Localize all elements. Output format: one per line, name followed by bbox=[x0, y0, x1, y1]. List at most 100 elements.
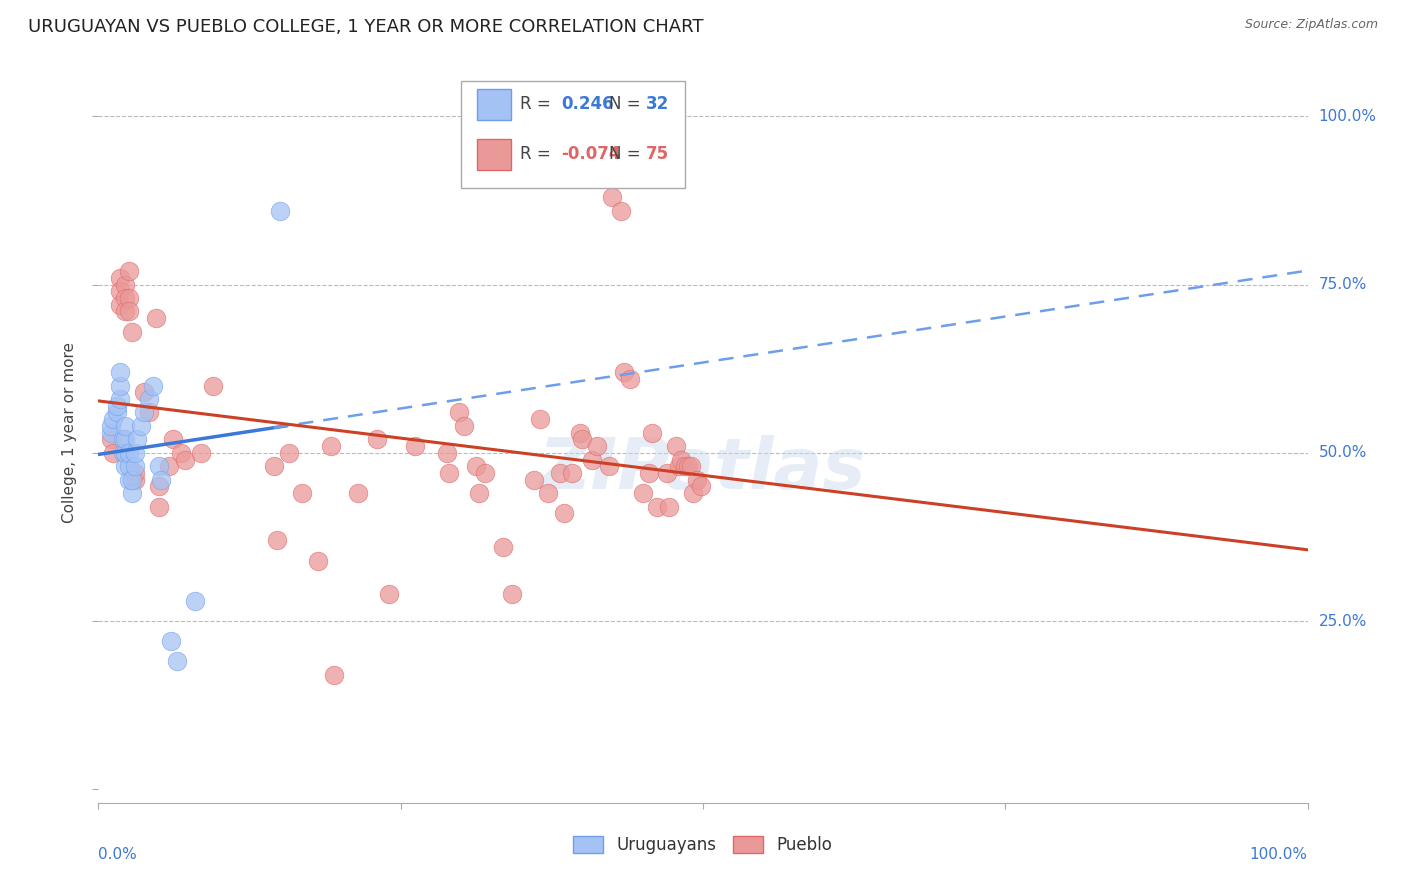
Point bbox=[665, 439, 688, 453]
Point bbox=[404, 439, 426, 453]
Point bbox=[190, 446, 212, 460]
Point bbox=[118, 264, 141, 278]
Point bbox=[290, 486, 312, 500]
Point bbox=[101, 412, 124, 426]
Point bbox=[202, 378, 225, 392]
Point bbox=[160, 634, 183, 648]
Point bbox=[148, 479, 170, 493]
Point bbox=[679, 459, 702, 474]
Point bbox=[602, 190, 624, 204]
Point bbox=[169, 446, 191, 460]
Point bbox=[100, 433, 122, 447]
Y-axis label: College, 1 year or more: College, 1 year or more bbox=[62, 343, 77, 523]
Point bbox=[523, 473, 546, 487]
Point bbox=[645, 500, 668, 514]
Point bbox=[118, 291, 141, 305]
Point bbox=[118, 304, 141, 318]
Point bbox=[619, 372, 641, 386]
Text: 0.246: 0.246 bbox=[561, 95, 614, 113]
Text: URUGUAYAN VS PUEBLO COLLEGE, 1 YEAR OR MORE CORRELATION CHART: URUGUAYAN VS PUEBLO COLLEGE, 1 YEAR OR M… bbox=[28, 18, 703, 36]
Point bbox=[105, 405, 128, 419]
Text: R =: R = bbox=[520, 95, 551, 113]
Point bbox=[124, 459, 146, 474]
Bar bbox=[477, 138, 510, 169]
Point bbox=[613, 365, 636, 379]
Point bbox=[118, 459, 141, 474]
Point bbox=[347, 486, 370, 500]
Text: 0.0%: 0.0% bbox=[98, 847, 138, 863]
Point bbox=[492, 540, 515, 554]
Text: 100.0%: 100.0% bbox=[1250, 847, 1308, 863]
Point bbox=[308, 553, 330, 567]
Point bbox=[266, 533, 288, 548]
Point bbox=[114, 418, 136, 433]
Point bbox=[166, 655, 188, 669]
Point bbox=[142, 378, 165, 392]
Point bbox=[114, 459, 136, 474]
Text: 25.0%: 25.0% bbox=[1319, 614, 1367, 629]
Point bbox=[108, 392, 131, 406]
Point bbox=[561, 466, 583, 480]
Text: 100.0%: 100.0% bbox=[1319, 109, 1376, 124]
Point bbox=[671, 452, 693, 467]
Point bbox=[118, 446, 141, 460]
Text: 75: 75 bbox=[647, 145, 669, 162]
Point bbox=[468, 486, 491, 500]
Point bbox=[138, 392, 160, 406]
Text: N =: N = bbox=[609, 95, 640, 113]
Point bbox=[174, 452, 197, 467]
Point bbox=[319, 439, 342, 453]
Text: -0.074: -0.074 bbox=[561, 145, 621, 162]
Point bbox=[637, 466, 659, 480]
Point bbox=[571, 433, 593, 447]
Point bbox=[323, 668, 346, 682]
Point bbox=[124, 466, 146, 480]
Point bbox=[631, 486, 654, 500]
Point bbox=[269, 203, 291, 218]
Point bbox=[610, 203, 633, 218]
Text: 32: 32 bbox=[647, 95, 669, 113]
Point bbox=[377, 587, 399, 601]
Point bbox=[464, 459, 486, 474]
Point bbox=[598, 459, 620, 474]
Point bbox=[100, 425, 122, 440]
Text: 75.0%: 75.0% bbox=[1319, 277, 1367, 292]
Point bbox=[453, 418, 475, 433]
Point bbox=[537, 486, 560, 500]
Point bbox=[114, 291, 136, 305]
Point bbox=[118, 473, 141, 487]
Point bbox=[447, 405, 470, 419]
FancyBboxPatch shape bbox=[461, 81, 685, 188]
Point bbox=[108, 378, 131, 392]
Point bbox=[689, 479, 711, 493]
Point bbox=[673, 459, 696, 474]
Point bbox=[278, 446, 301, 460]
Point bbox=[121, 325, 143, 339]
Point bbox=[366, 433, 388, 447]
Point bbox=[121, 486, 143, 500]
Point bbox=[641, 425, 664, 440]
Point bbox=[114, 433, 136, 447]
Point bbox=[121, 473, 143, 487]
Point bbox=[682, 486, 704, 500]
Text: ZIPatlas: ZIPatlas bbox=[540, 435, 866, 504]
Point bbox=[529, 412, 551, 426]
Point bbox=[124, 446, 146, 460]
Point bbox=[138, 405, 160, 419]
Point bbox=[124, 473, 146, 487]
Point bbox=[108, 270, 131, 285]
Point bbox=[686, 473, 709, 487]
Legend: Uruguayans, Pueblo: Uruguayans, Pueblo bbox=[567, 830, 839, 861]
Point bbox=[108, 285, 131, 299]
Point bbox=[129, 418, 152, 433]
Text: 50.0%: 50.0% bbox=[1319, 445, 1367, 460]
Point bbox=[474, 466, 496, 480]
Point bbox=[134, 405, 156, 419]
Point bbox=[108, 365, 131, 379]
Point bbox=[585, 439, 607, 453]
Point bbox=[568, 425, 591, 440]
Point bbox=[501, 587, 523, 601]
Point bbox=[157, 459, 180, 474]
Point bbox=[108, 298, 131, 312]
Text: Source: ZipAtlas.com: Source: ZipAtlas.com bbox=[1244, 18, 1378, 31]
